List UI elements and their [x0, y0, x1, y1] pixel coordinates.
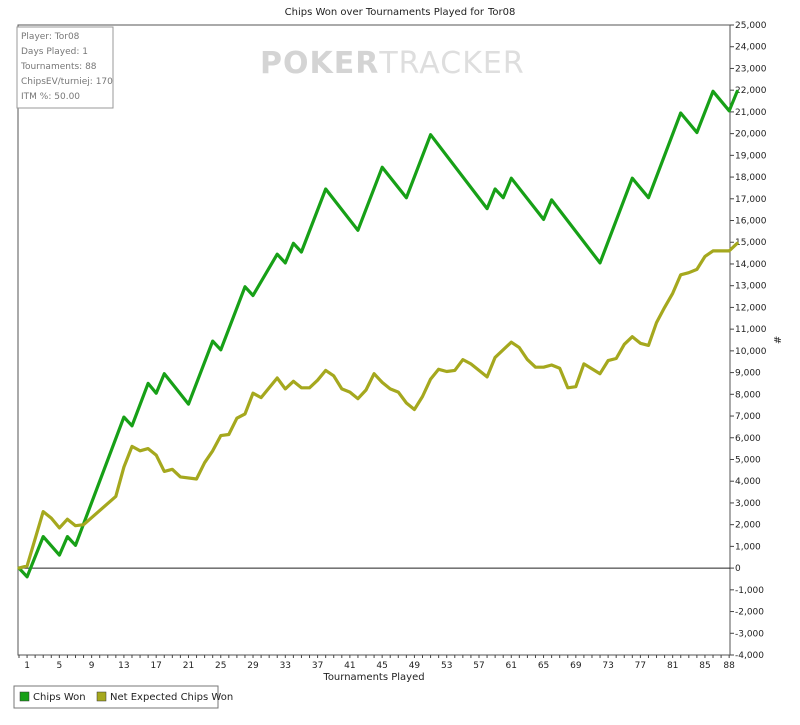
x-tick-label: 9	[89, 661, 95, 671]
x-tick-label: 45	[376, 661, 387, 671]
chart-title-text: Chips Won over Tournaments Played for	[285, 7, 485, 18]
x-tick-label: 57	[473, 661, 484, 671]
info-tournaments: Tournaments: 88	[20, 62, 97, 72]
y-tick-label: 3,000	[735, 499, 761, 509]
y-tick-label: 21,000	[735, 108, 767, 118]
legend-swatch-net-expected	[96, 691, 107, 702]
y-tick-label: 20,000	[735, 130, 767, 140]
watermark-tracker: TRACKER	[378, 46, 524, 81]
y-tick-label: 25,000	[735, 21, 767, 31]
legend-label-chips-won: Chips Won	[33, 692, 86, 703]
y-tick-label: 10,000	[735, 347, 767, 357]
y-axis: -4,000 -3,000 -2,000 -1,000 0 1,000 2,000 3,000…	[730, 21, 767, 661]
info-days-played: Days Played: 1	[21, 47, 88, 57]
y-tick-label: 1,000	[735, 542, 761, 552]
y-tick-label: 6,000	[735, 434, 761, 444]
legend-swatch-chips-won	[19, 691, 30, 702]
x-tick-label: 77	[635, 661, 646, 671]
y-tick-label: -1,000	[735, 586, 764, 596]
x-tick-label: 85	[699, 661, 710, 671]
y-tick-label: 22,000	[735, 86, 767, 96]
y-tick-label: 8,000	[735, 390, 761, 400]
y-tick-label: -2,000	[735, 608, 764, 618]
x-tick-label: 29	[247, 661, 259, 671]
chart-title: Chips Won over Tournaments Played for Tor…	[285, 7, 516, 18]
info-itm: ITM %: 50.00	[21, 92, 80, 102]
y-tick-label: 7,000	[735, 412, 761, 422]
x-tick-label: 49	[409, 661, 421, 671]
y-tick-label: 4,000	[735, 477, 761, 487]
watermark: POKERTRACKER	[260, 46, 525, 81]
y-tick-label: 17,000	[735, 195, 767, 205]
y-tick-label: -4,000	[735, 651, 764, 661]
x-tick-label: 1	[24, 661, 30, 671]
legend-label-net-expected: Net Expected Chips Won	[110, 692, 233, 703]
x-tick-label: 17	[150, 661, 161, 671]
y-tick-label: 18,000	[735, 173, 767, 183]
y-tick-label: 11,000	[735, 325, 767, 335]
y-tick-label: 23,000	[735, 64, 767, 74]
y-tick-label: 0	[735, 564, 741, 574]
y-tick-label: 15,000	[735, 238, 767, 248]
y-tick-label: 13,000	[735, 282, 767, 292]
x-tick-label: 61	[506, 661, 517, 671]
x-tick-label: 41	[344, 661, 355, 671]
info-box: Player: Tor08 Days Played: 1 Tournaments…	[16, 26, 114, 109]
x-tick-label: 88	[723, 661, 735, 671]
x-axis-title: Tournaments Played	[322, 672, 424, 683]
plot-area	[17, 24, 731, 656]
series-line-net-expected	[17, 241, 739, 570]
y-tick-label: 5,000	[735, 455, 761, 465]
series-layer	[17, 89, 739, 579]
x-tick-label: 53	[441, 661, 452, 671]
x-tick-label: 65	[538, 661, 549, 671]
y-tick-label: 9,000	[735, 369, 761, 379]
y-tick-label: -3,000	[735, 629, 764, 639]
series-line-chips-won	[17, 89, 739, 579]
y-tick-label: 16,000	[735, 217, 767, 227]
y-tick-label: 19,000	[735, 151, 767, 161]
y-tick-label: 12,000	[735, 303, 767, 313]
y-tick-label: 2,000	[735, 521, 761, 531]
x-tick-label: 69	[570, 661, 582, 671]
x-tick-label: 25	[215, 661, 226, 671]
info-chipsev: ChipsEV/turniej: 170	[21, 77, 113, 87]
legend: Chips Won Net Expected Chips Won	[13, 685, 233, 709]
x-tick-label: 13	[118, 661, 129, 671]
info-player: Player: Tor08	[21, 32, 80, 42]
x-tick-label: 73	[602, 661, 613, 671]
x-tick-label: 21	[183, 661, 194, 671]
watermark-poker: POKER	[260, 46, 379, 81]
x-tick-label: 33	[280, 661, 291, 671]
chart-title-player: Tor08	[487, 7, 515, 18]
x-axis: 1 5 9 13 17 21 25 29 33 37 41 45 49 53 57 61 65 69 73 77 81 8…	[18, 655, 735, 671]
y-tick-label: 24,000	[735, 43, 767, 53]
x-tick-label: 5	[56, 661, 62, 671]
y-axis-title: #	[771, 336, 782, 344]
y-tick-label: 14,000	[735, 260, 767, 270]
x-tick-label: 37	[312, 661, 323, 671]
x-tick-label: 81	[667, 661, 678, 671]
